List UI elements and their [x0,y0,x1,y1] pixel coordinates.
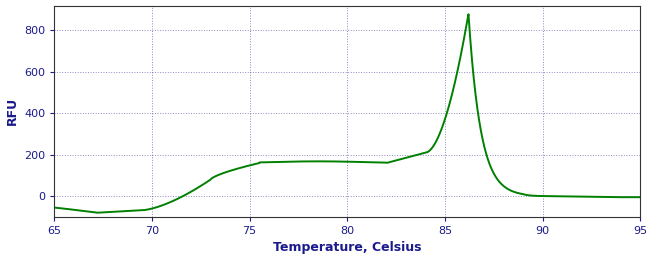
X-axis label: Temperature, Celsius: Temperature, Celsius [273,242,422,255]
Y-axis label: RFU: RFU [6,97,18,125]
